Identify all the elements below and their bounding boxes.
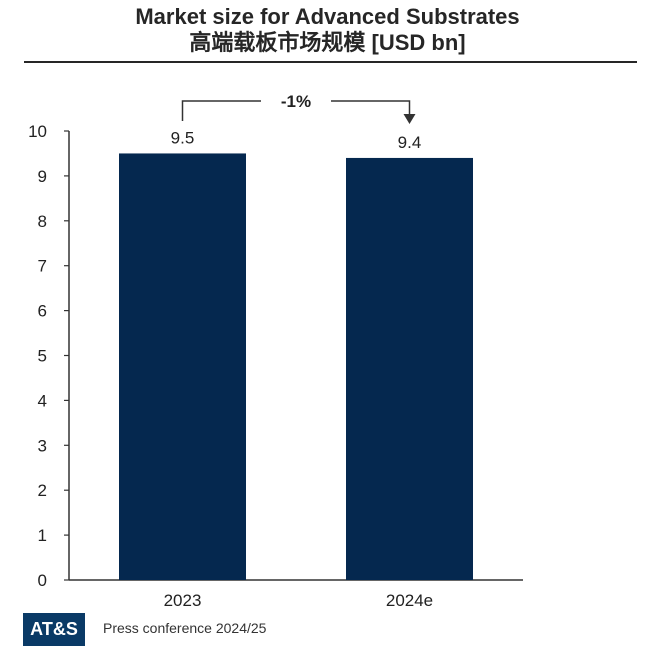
chart-title-line-2: 高端载板市场规模 [USD bn] — [189, 30, 466, 55]
title-divider — [24, 61, 637, 63]
y-tick-label: 1 — [38, 526, 47, 545]
y-tick-label: 8 — [38, 212, 47, 231]
bars — [119, 153, 473, 580]
chart-title: Market size for Advanced Substrates 高端载板… — [0, 4, 655, 56]
data-label-2024e: 9.4 — [398, 133, 422, 152]
bar-2024e — [346, 157, 473, 580]
y-tick-label: 10 — [28, 122, 47, 141]
y-tick-label: 6 — [38, 302, 47, 321]
data-label-2023: 9.5 — [171, 128, 195, 147]
y-tick-label: 7 — [38, 257, 47, 276]
data-labels: 9.5 9.4 — [171, 128, 422, 151]
y-tick-label: 5 — [38, 347, 47, 366]
y-tick-label: 4 — [38, 391, 47, 410]
chart-title-line-1: Market size for Advanced Substrates — [135, 4, 520, 29]
change-annotation: -1% — [181, 92, 416, 124]
x-axis-ticks: 2023 2024e — [164, 591, 434, 610]
annotation-arrowhead — [403, 114, 416, 124]
x-tick-label-2024e: 2024e — [386, 591, 433, 610]
annotation-bracket-right — [331, 100, 411, 116]
x-tick-label-2023: 2023 — [164, 591, 202, 610]
footer-caption: Press conference 2024/25 — [103, 620, 267, 636]
y-tick-label: 2 — [38, 481, 47, 500]
bar-2023 — [119, 153, 246, 580]
atns-logo: AT&S — [23, 613, 85, 646]
annotation-change-label: -1% — [281, 92, 311, 111]
y-tick-label: 3 — [38, 436, 47, 455]
annotation-bracket-left — [181, 100, 261, 121]
y-tick-label: 0 — [38, 571, 47, 590]
y-tick-label: 9 — [38, 167, 47, 186]
